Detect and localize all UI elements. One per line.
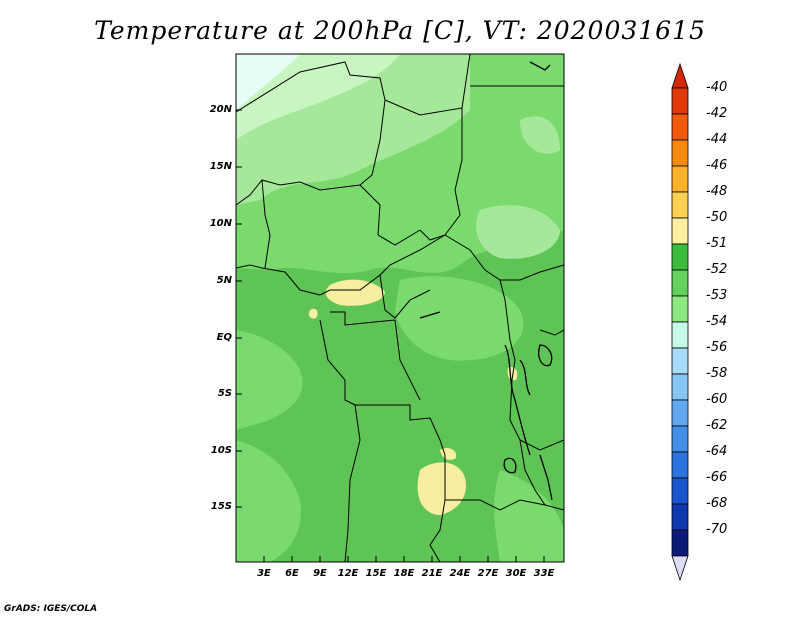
colorbar-swatch (671, 347, 689, 375)
colorbar-label: -51 (706, 236, 728, 251)
lon-label: 18E (393, 568, 415, 579)
lon-ticks (263, 556, 545, 562)
colorbar-swatch (671, 165, 689, 193)
colorbar (671, 62, 689, 582)
colorbar-label: -68 (706, 496, 728, 511)
colorbar-label: -44 (706, 132, 728, 147)
lat-label: 10N (209, 218, 232, 229)
colorbar-top-arrow (671, 62, 689, 89)
credit-text: GrADS: IGES/COLA (4, 604, 98, 614)
colorbar-swatch (671, 191, 689, 219)
colorbar-swatch (671, 217, 689, 245)
colorbar-label: -40 (706, 80, 728, 95)
lon-label: 3E (257, 568, 271, 579)
colorbar-label: -64 (706, 444, 728, 459)
colorbar-swatch (671, 321, 689, 349)
lat-label: 15S (210, 501, 232, 512)
colorbar-swatch (671, 87, 689, 115)
colorbar-label: -50 (706, 210, 728, 225)
lon-label: 24E (449, 568, 471, 579)
lakes-and-coast (419, 61, 553, 501)
lon-label: 21E (421, 568, 443, 579)
colorbar-label: -62 (706, 418, 728, 433)
lat-label: 20N (209, 104, 232, 115)
colorbar-swatch (671, 269, 689, 297)
lat-label: 5N (216, 275, 232, 286)
colorbar-swatch (671, 113, 689, 141)
colorbar-swatch (671, 477, 689, 505)
colorbar-bottom-arrow (671, 555, 689, 582)
country-borders (236, 54, 564, 562)
colorbar-swatch (671, 139, 689, 167)
colorbar-swatch (671, 295, 689, 323)
colorbar-swatch (671, 503, 689, 531)
temperature-field (236, 54, 564, 562)
colorbar-label: -46 (706, 158, 728, 173)
lat-label: 15N (209, 161, 232, 172)
colorbar-swatch (671, 451, 689, 479)
lon-label: 30E (505, 568, 527, 579)
lat-label: 5S (217, 388, 232, 399)
colorbar-label: -48 (706, 184, 728, 199)
lat-ticks (236, 109, 242, 508)
lon-label: 12E (337, 568, 359, 579)
lon-label: 27E (477, 568, 499, 579)
lon-label: 6E (285, 568, 299, 579)
colorbar-label: -58 (706, 366, 728, 381)
colorbar-label: -60 (706, 392, 728, 407)
map-frame (235, 53, 565, 563)
colorbar-swatch (671, 373, 689, 401)
lon-label: 15E (365, 568, 387, 579)
page-title: Temperature at 200hPa [C], VT: 202003161… (94, 16, 706, 45)
colorbar-label: -52 (706, 262, 728, 277)
colorbar-swatch (671, 529, 689, 557)
lat-label: EQ (216, 332, 232, 343)
colorbar-label: -53 (706, 288, 728, 303)
colorbar-swatch (671, 425, 689, 453)
lon-label: 9E (313, 568, 327, 579)
lat-label: 10S (210, 445, 232, 456)
colorbar-label: -56 (706, 340, 728, 355)
colorbar-label: -54 (706, 314, 728, 329)
colorbar-label: -66 (706, 470, 728, 485)
colorbar-swatch (671, 399, 689, 427)
colorbar-label: -70 (706, 522, 728, 537)
colorbar-label: -42 (706, 106, 728, 121)
lon-label: 33E (533, 568, 555, 579)
colorbar-swatch (671, 243, 689, 271)
